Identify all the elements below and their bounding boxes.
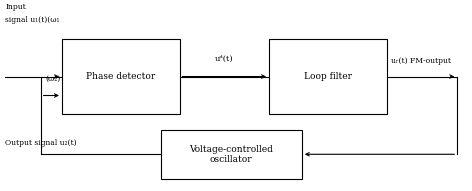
Text: uᵈ(t): uᵈ(t) [215, 55, 234, 63]
Text: Loop filter: Loop filter [304, 72, 352, 81]
Text: uᵣ(t) FM-output: uᵣ(t) FM-output [391, 57, 451, 65]
Text: (ω₂): (ω₂) [45, 74, 61, 83]
Bar [160, 130, 302, 179]
Bar [269, 39, 387, 114]
Text: Output signal u₂(t): Output signal u₂(t) [5, 139, 77, 147]
Text: Input: Input [5, 3, 26, 11]
Text: Voltage-controlled
oscillator: Voltage-controlled oscillator [189, 145, 273, 164]
Text: signal u₁(t)(ω₁: signal u₁(t)(ω₁ [5, 16, 60, 24]
Text: Phase detector: Phase detector [86, 72, 155, 81]
Bar [62, 39, 179, 114]
